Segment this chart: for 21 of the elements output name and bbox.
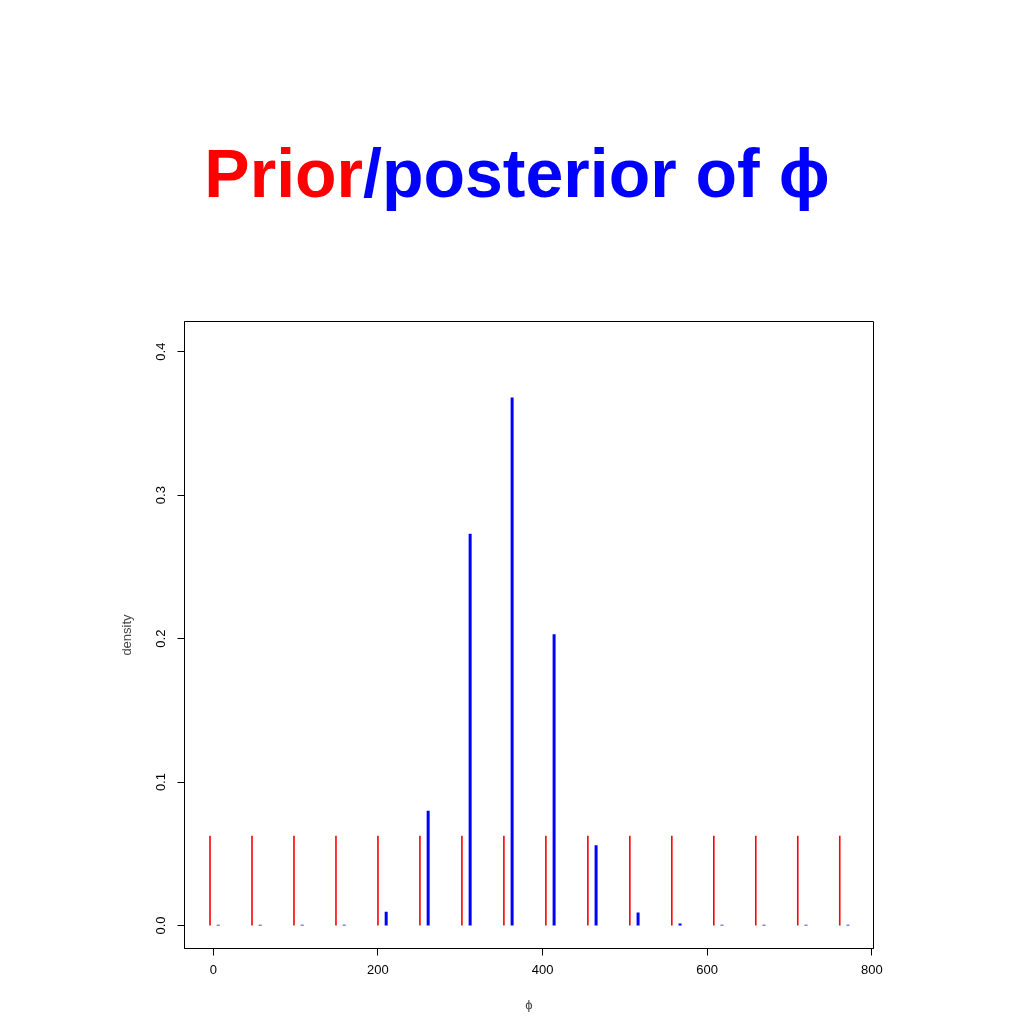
bar xyxy=(384,911,388,926)
x-tick-label: 400 xyxy=(531,961,554,977)
bar xyxy=(468,533,472,926)
x-tick-label: 0 xyxy=(209,961,217,977)
x-tick-label: 200 xyxy=(367,961,389,977)
chart-title: Prior/posterior of ϕ xyxy=(204,135,830,211)
bar xyxy=(510,397,514,926)
bar xyxy=(552,634,556,926)
bar xyxy=(594,845,598,926)
x-tick-label: 800 xyxy=(861,961,883,977)
bar xyxy=(678,923,682,926)
x-tick-label: 600 xyxy=(696,961,719,977)
y-tick-label: 0.4 xyxy=(153,342,169,361)
y-tick-label: 0.1 xyxy=(153,773,169,792)
bar xyxy=(636,912,640,926)
y-axis-title: density xyxy=(118,613,134,656)
bar xyxy=(426,810,430,926)
y-tick-label: 0.3 xyxy=(153,486,169,505)
x-axis-title: ϕ xyxy=(525,996,533,1012)
y-tick-label: 0.2 xyxy=(153,629,169,648)
y-tick-label: 0.0 xyxy=(153,916,169,935)
